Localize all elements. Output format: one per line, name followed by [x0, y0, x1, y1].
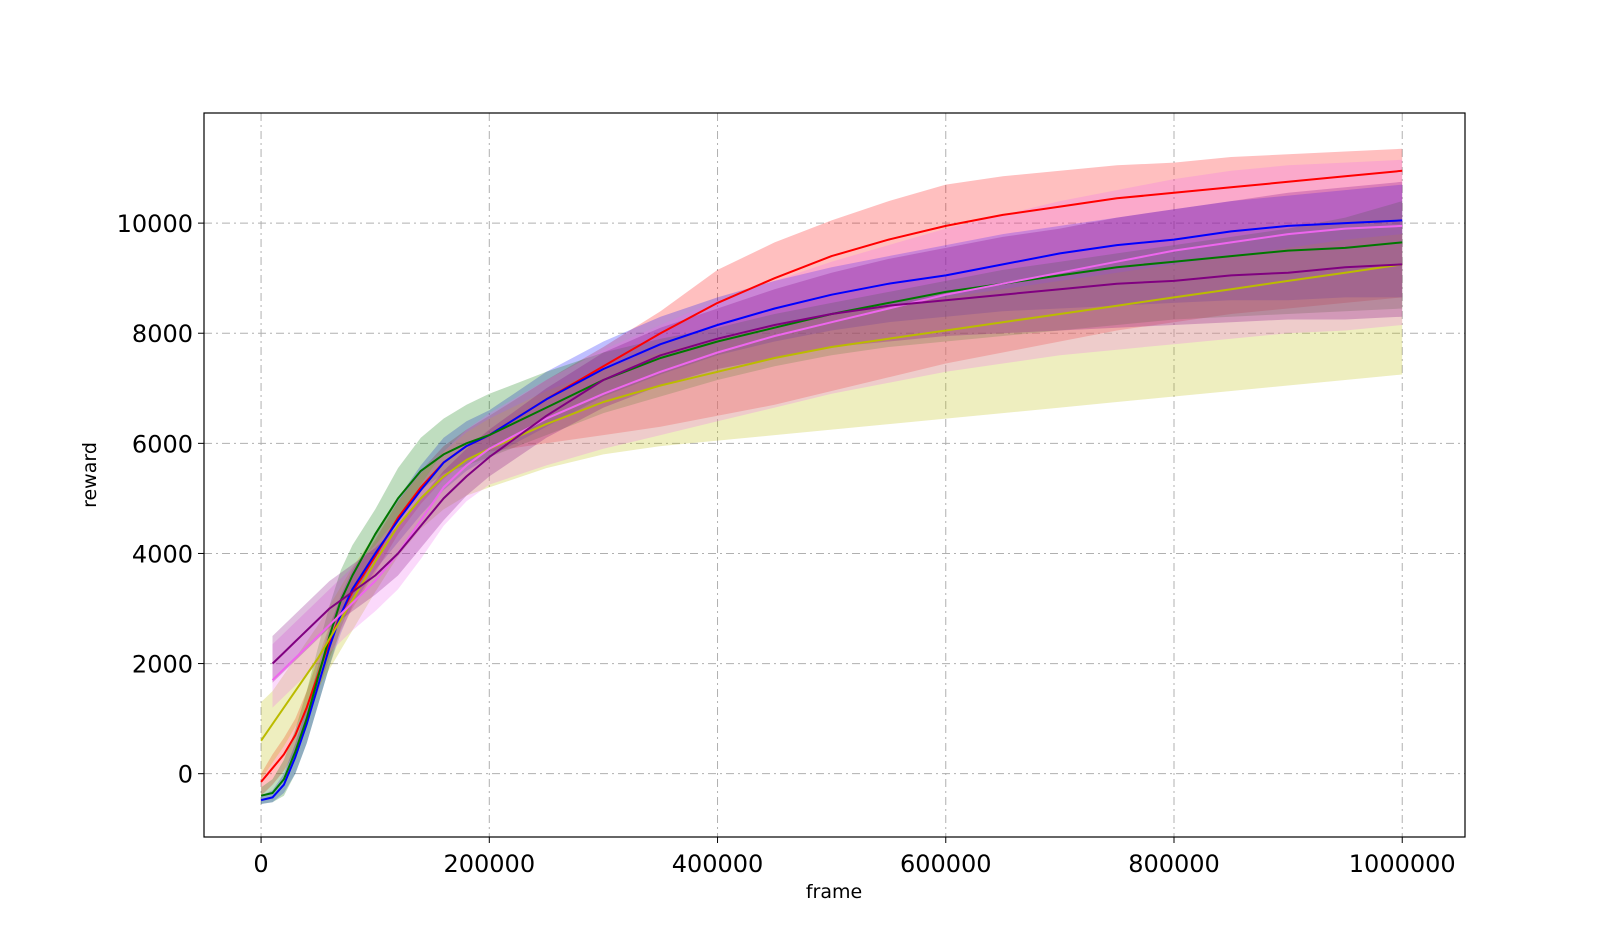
y-tick-label: 2000 [132, 651, 193, 679]
series-lines [260, 169, 1403, 802]
series-5-line [271, 263, 1403, 665]
series-2-line [260, 241, 1403, 797]
y-tick-label: 6000 [132, 430, 193, 458]
series-1-line [260, 219, 1403, 802]
plot-frame [203, 112, 1466, 838]
x-tick-label: 0 [253, 850, 268, 878]
series-3-band [261, 234, 1403, 780]
x-tick-label: 400000 [672, 850, 764, 878]
x-axis-label: frame [806, 881, 862, 903]
y-tick-label: 0 [178, 761, 193, 789]
x-tick-label: 600000 [900, 850, 992, 878]
x-tick-label: 1000000 [1349, 850, 1456, 878]
series-0-band [261, 148, 1403, 796]
y-axis-ticks: 0 2000 4000 6000 8000 10000 [117, 210, 204, 789]
y-axis-label: reward [79, 442, 101, 508]
series-4-band [272, 159, 1403, 708]
series-1-band [261, 184, 1403, 805]
y-tick-label: 4000 [132, 540, 193, 568]
series-5-band [272, 181, 1403, 683]
grid [204, 113, 1465, 837]
x-axis-ticks: 0 200000 400000 600000 800000 1000000 [253, 837, 1456, 878]
x-tick-label: 800000 [1128, 850, 1220, 878]
series-3-line [260, 263, 1403, 742]
y-tick-label: 8000 [132, 320, 193, 348]
y-tick-label: 10000 [117, 210, 193, 238]
series-4-line [271, 224, 1403, 681]
x-tick-label: 200000 [443, 850, 535, 878]
